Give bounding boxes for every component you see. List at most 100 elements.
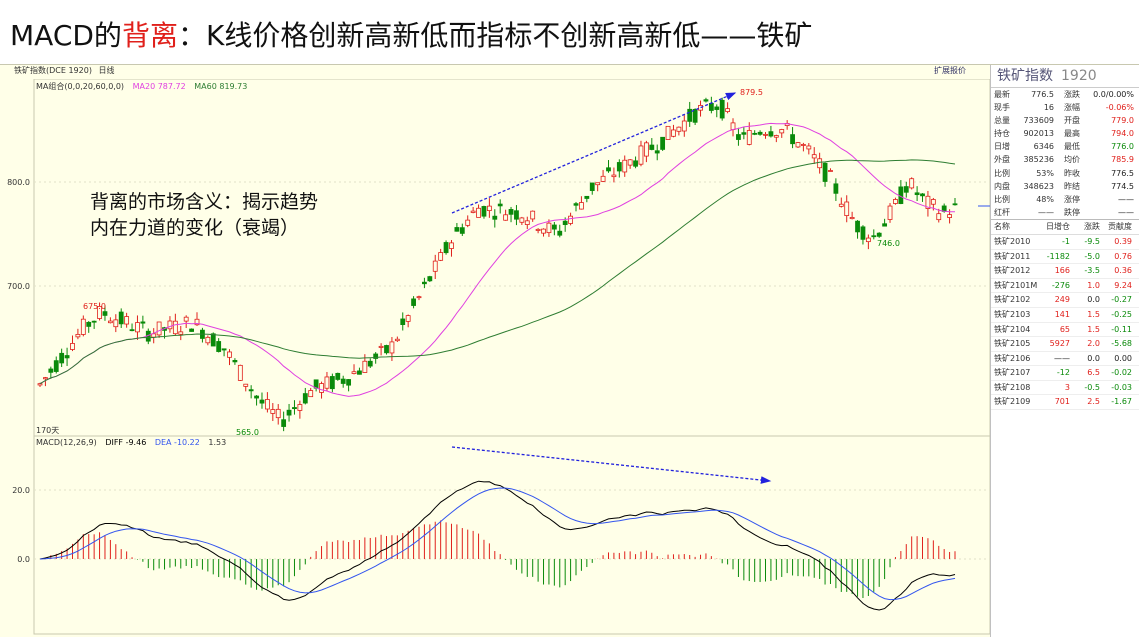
quote-label: 涨幅 <box>1064 103 1080 113</box>
candle-body <box>887 205 893 220</box>
candle-body <box>476 207 481 218</box>
ma60-line <box>39 159 956 385</box>
candle-body <box>378 345 384 348</box>
contract-row[interactable]: 铁矿2012 166 -3.5 0.36 <box>991 264 1139 279</box>
local-low-label: 746.0 <box>877 239 900 248</box>
change-cell: -5.0 <box>1084 251 1100 261</box>
candle-body <box>37 383 43 386</box>
contribution-cell: 9.24 <box>1114 280 1132 290</box>
candle-body <box>746 130 752 145</box>
contract-row[interactable]: 铁矿2010 -1 -9.5 0.39 <box>991 235 1139 250</box>
candle-body <box>600 175 606 182</box>
candle-body <box>357 370 362 375</box>
candle-body <box>806 145 812 150</box>
candle-body <box>64 355 70 359</box>
quote-value: 48% <box>1036 194 1054 204</box>
period-select[interactable]: 日线 <box>98 66 115 75</box>
candle-body <box>394 338 400 342</box>
contract-row[interactable]: 铁矿2104 65 1.5 -0.11 <box>991 323 1139 338</box>
expand-quote-button[interactable]: 扩展报价 <box>934 66 966 75</box>
quote-value: 779.0 <box>1111 116 1134 126</box>
contribution-cell: -0.25 <box>1111 309 1132 319</box>
kline-chart[interactable]: 800.0 700.0 20.0 0.0 879.5 675.0 565.0 746.0 170… <box>0 65 990 637</box>
contract-row[interactable]: 铁矿2105 5927 2.0 -5.68 <box>991 337 1139 352</box>
ma20-value: MA20 787.72 <box>132 82 186 91</box>
candle-body <box>465 219 471 226</box>
candle-body <box>351 371 357 374</box>
candle-body <box>237 364 243 381</box>
candle-body <box>43 377 48 380</box>
candle-body <box>70 343 75 350</box>
contract-name-cell: 铁矿2011 <box>994 251 1031 261</box>
contract-row[interactable]: 铁矿2109 701 2.5 -1.67 <box>991 395 1139 411</box>
chart-area[interactable]: 800.0 700.0 20.0 0.0 879.5 675.0 565.0 746.0 170… <box>0 65 990 637</box>
candle-body <box>698 105 703 111</box>
candle-body <box>936 213 942 221</box>
contract-row[interactable]: 铁矿2107 -12 6.5 -0.02 <box>991 366 1139 381</box>
candle-body <box>676 126 682 132</box>
contract-list: 铁矿2010 -1 -9.5 0.39 铁矿2011 -1182 -5.0 0.76 铁矿201… <box>991 235 1139 411</box>
candle-body <box>102 311 108 316</box>
col-oi-change[interactable]: 日增仓 <box>1046 221 1070 231</box>
contract-name-cell: 铁矿2010 <box>994 236 1031 246</box>
title-prefix: MACD的 <box>10 19 122 52</box>
contract-row[interactable]: 铁矿2101M -276 1.0 9.24 <box>991 279 1139 294</box>
candle-body <box>135 322 140 333</box>
candle-body <box>795 142 801 148</box>
candle-body <box>925 195 931 209</box>
high-price-label: 879.5 <box>740 88 763 97</box>
contribution-cell: 0.00 <box>1114 353 1132 363</box>
candle-body <box>708 102 714 111</box>
candle-body <box>514 210 519 220</box>
candle-body <box>259 399 265 404</box>
candle-body <box>178 331 184 335</box>
oi-change-cell: -1182 <box>1046 251 1070 261</box>
quote-value: -0.06% <box>1105 103 1134 113</box>
contract-row[interactable]: 铁矿2011 -1182 -5.0 0.76 <box>991 250 1139 265</box>
quote-label: 最高 <box>1064 129 1080 139</box>
quote-value: —— <box>1118 207 1134 217</box>
candle-body <box>833 183 839 194</box>
oi-change-cell: -1 <box>1062 236 1070 246</box>
ma-combo-label[interactable]: MA组合(0,0,20,60,0,0) <box>36 82 125 91</box>
candle-body <box>432 260 438 272</box>
quote-value: 776.5 <box>1031 90 1054 99</box>
candle-body <box>459 227 465 234</box>
candle-body <box>595 182 601 186</box>
candle-body <box>210 333 216 347</box>
candle-body <box>638 145 644 165</box>
change-cell: 0.0 <box>1087 353 1100 363</box>
candle-body <box>541 228 546 234</box>
contract-row[interactable]: 铁矿2103 141 1.5 -0.25 <box>991 308 1139 323</box>
price-panel-frame <box>33 78 990 437</box>
candle-body <box>422 281 427 285</box>
candle-body <box>427 276 433 282</box>
candle-body <box>947 214 952 218</box>
candle-body <box>503 214 509 221</box>
candle-body <box>687 108 693 122</box>
candle-body <box>183 316 189 322</box>
macd-label[interactable]: MACD(12,26,9) <box>36 438 97 447</box>
contribution-cell: -1.67 <box>1111 397 1132 407</box>
symbol-label[interactable]: 铁矿指数(DCE 1920) <box>14 66 92 75</box>
col-contribution[interactable]: 贡献度 <box>1108 221 1132 231</box>
contract-row[interactable]: 铁矿2108 3 -0.5 -0.03 <box>991 381 1139 396</box>
candle-body <box>838 203 844 207</box>
contract-row[interactable]: 铁矿2102 249 0.0 -0.27 <box>991 293 1139 308</box>
quote-value: —— <box>1118 194 1134 204</box>
quote-label: 现手 <box>994 103 1010 113</box>
candle-body <box>903 186 909 193</box>
candle-body <box>763 133 768 136</box>
col-name[interactable]: 名称 <box>994 221 1010 231</box>
oi-change-cell: -12 <box>1056 368 1070 378</box>
candle-body <box>920 193 925 197</box>
col-change[interactable]: 涨跌 <box>1084 221 1100 231</box>
ma-indicator-line: MA组合(0,0,20,60,0,0) MA20 787.72 MA60 819… <box>36 81 253 92</box>
candle-body <box>129 329 135 332</box>
candle-body <box>384 345 389 354</box>
candle-body <box>248 389 254 392</box>
candle-body <box>492 215 498 220</box>
contract-row[interactable]: 铁矿2106 —— 0.0 0.00 <box>991 352 1139 367</box>
candle-body <box>443 242 449 254</box>
candle-body <box>97 306 102 319</box>
